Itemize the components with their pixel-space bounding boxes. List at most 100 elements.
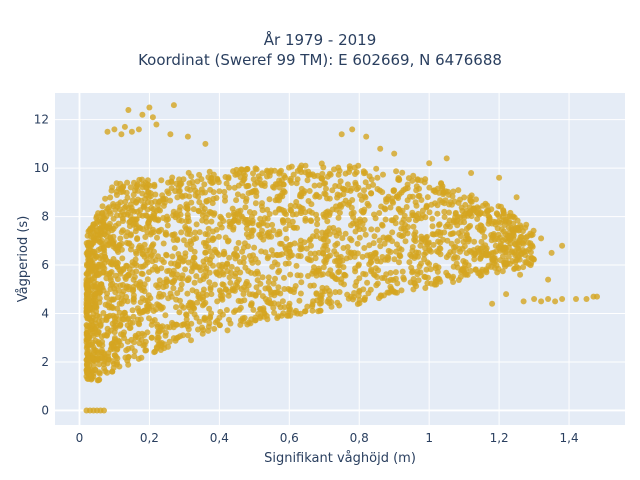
x-axis-ticks: 0 0,2 0,4 0,6 0,8 1 1,2 1,4 — [76, 431, 579, 445]
data-point — [467, 267, 474, 274]
data-point — [516, 236, 523, 243]
data-point — [447, 199, 454, 206]
data-point — [201, 205, 208, 212]
data-point — [177, 297, 183, 304]
data-point — [368, 259, 375, 266]
data-point — [461, 214, 468, 221]
data-point — [359, 220, 366, 227]
data-point — [258, 203, 265, 210]
data-point — [316, 182, 323, 189]
data-point — [206, 305, 213, 312]
data-point — [152, 257, 159, 263]
data-point — [84, 342, 91, 349]
data-point — [320, 245, 327, 252]
data-point — [389, 288, 396, 295]
data-point — [425, 239, 432, 246]
data-point — [110, 215, 117, 222]
data-point — [274, 261, 281, 268]
data-point — [511, 214, 518, 221]
data-point — [259, 293, 266, 300]
data-point — [377, 243, 384, 250]
data-point — [454, 213, 461, 220]
data-point — [497, 257, 504, 264]
data-point — [423, 266, 430, 273]
data-point — [99, 354, 105, 361]
data-point — [188, 199, 195, 206]
data-point — [398, 246, 405, 253]
data-point — [237, 321, 244, 328]
data-point — [453, 260, 460, 267]
data-point — [288, 163, 295, 170]
data-point — [169, 279, 176, 286]
data-point — [356, 300, 363, 307]
data-point — [214, 298, 221, 305]
data-point — [90, 344, 97, 351]
data-point — [114, 247, 121, 254]
data-point — [100, 269, 107, 276]
data-point — [84, 326, 91, 333]
data-point — [311, 182, 318, 189]
data-point — [166, 338, 173, 345]
data-point — [112, 272, 119, 279]
data-point — [435, 275, 441, 282]
data-point — [89, 328, 96, 335]
data-point — [179, 258, 186, 265]
data-point — [239, 248, 246, 255]
data-point — [461, 243, 468, 250]
data-point — [304, 177, 311, 184]
data-point — [377, 258, 384, 265]
data-point — [488, 237, 495, 244]
data-point — [131, 179, 137, 186]
data-point — [292, 283, 299, 289]
data-point — [105, 329, 111, 336]
data-point — [182, 266, 189, 273]
data-point — [373, 282, 380, 289]
data-point — [415, 249, 422, 256]
data-point — [177, 286, 184, 293]
data-point — [245, 234, 252, 240]
data-point — [405, 175, 412, 182]
outlier-point — [139, 111, 146, 118]
data-point — [376, 237, 383, 244]
data-point — [316, 267, 322, 274]
outlier-point — [128, 128, 135, 135]
data-point — [210, 262, 216, 269]
data-point — [177, 182, 183, 189]
data-point — [281, 207, 288, 214]
data-point — [344, 187, 351, 194]
data-point — [145, 292, 152, 299]
data-point — [361, 187, 367, 194]
data-point — [107, 274, 114, 281]
data-point — [329, 187, 336, 194]
data-point — [206, 208, 213, 215]
data-point — [290, 224, 297, 231]
outlier-point — [548, 249, 555, 256]
data-point — [184, 241, 191, 248]
data-point — [100, 245, 107, 252]
data-point — [467, 222, 474, 229]
data-point — [472, 266, 479, 273]
data-point — [115, 287, 122, 294]
data-point — [225, 292, 232, 299]
data-point — [400, 216, 407, 223]
data-point — [162, 329, 169, 336]
data-point — [144, 257, 150, 264]
data-point — [390, 187, 397, 194]
data-point — [348, 237, 355, 244]
data-point — [245, 220, 252, 227]
data-point — [471, 250, 478, 257]
data-point — [177, 333, 184, 340]
outlier-point — [426, 160, 433, 167]
data-point — [234, 253, 241, 260]
data-point — [411, 279, 418, 286]
outlier-point — [135, 126, 142, 133]
data-point — [219, 311, 226, 318]
data-point — [448, 240, 455, 247]
data-point — [196, 199, 203, 206]
data-point — [338, 279, 345, 286]
data-point — [404, 185, 411, 192]
data-point — [449, 193, 456, 200]
outlier-point — [184, 133, 191, 140]
